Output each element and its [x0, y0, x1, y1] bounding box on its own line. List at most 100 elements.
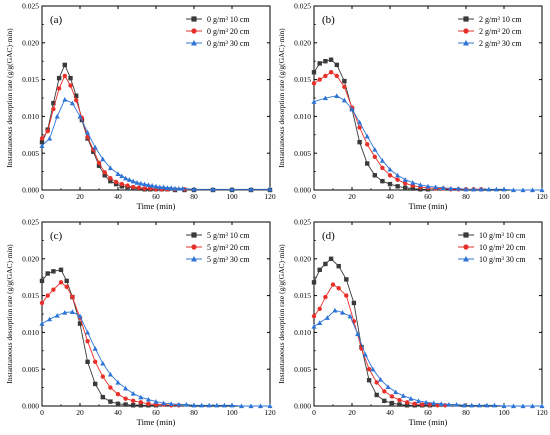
data-point: [153, 399, 159, 404]
data-point: [382, 389, 387, 394]
data-point: [130, 390, 136, 396]
data-point: [501, 186, 507, 192]
data-point: [125, 183, 130, 188]
data-point: [100, 394, 105, 400]
data-point: [113, 179, 119, 185]
data-point: [357, 119, 363, 125]
data-point: [385, 384, 391, 390]
data-point: [317, 61, 322, 66]
data-point: [68, 75, 73, 81]
data-point: [56, 86, 62, 91]
data-point: [395, 172, 401, 178]
data-point: [168, 185, 174, 190]
data-point: [100, 360, 106, 366]
data-point: [39, 300, 45, 306]
data-point: [123, 396, 128, 401]
legend-entry: 5 g/m³ 20 cm: [207, 243, 250, 252]
series: [39, 309, 273, 409]
y-tick-label: 0.000: [22, 186, 39, 195]
data-point: [161, 400, 167, 406]
data-point: [62, 96, 68, 102]
data-point: [102, 170, 107, 175]
data-point: [344, 293, 349, 298]
legend-entry: 2 g/m³ 30 cm: [479, 39, 522, 48]
data-point: [342, 84, 347, 90]
data-point: [440, 185, 446, 190]
data-point: [119, 181, 125, 187]
data-point: [68, 83, 73, 88]
y-tick-label: 0.005: [294, 149, 311, 158]
data-point: [377, 376, 384, 382]
data-point: [191, 244, 197, 250]
data-point: [136, 185, 142, 190]
data-point: [433, 184, 439, 190]
data-point: [455, 185, 461, 191]
data-point: [64, 284, 69, 289]
y-tick-label: 0.015: [22, 75, 39, 84]
data-point: [119, 173, 125, 179]
data-point: [145, 182, 151, 187]
data-point: [70, 294, 75, 300]
data-point: [108, 178, 113, 184]
x-axis-label: Time (min): [409, 201, 448, 211]
data-point: [461, 402, 467, 408]
data-point: [539, 187, 545, 193]
x-tick-label: 20: [76, 408, 84, 417]
data-point: [142, 186, 147, 191]
x-tick-label: 60: [424, 408, 432, 417]
data-point: [92, 346, 98, 351]
data-point: [191, 402, 197, 408]
data-point: [107, 165, 113, 171]
data-point: [317, 77, 322, 82]
series: [39, 96, 273, 192]
data-point: [164, 185, 170, 190]
x-tick-label: 120: [536, 192, 548, 201]
data-point: [463, 186, 469, 192]
data-point: [311, 99, 317, 104]
data-point: [529, 187, 536, 193]
data-point: [539, 403, 545, 409]
data-point: [51, 100, 56, 106]
x-tick-label: 60: [152, 192, 160, 201]
data-point: [529, 403, 536, 409]
data-point: [62, 309, 68, 315]
data-point: [64, 278, 69, 284]
data-point: [85, 329, 91, 335]
y-tick-label: 0.025: [294, 218, 311, 227]
y-tick-label: 0.000: [294, 402, 311, 411]
data-point: [420, 402, 425, 407]
panel-label: (d): [322, 230, 335, 242]
data-point: [149, 183, 155, 188]
data-point: [115, 171, 121, 176]
x-tick-label: 40: [386, 408, 394, 417]
data-point: [138, 180, 144, 186]
x-tick-label: 40: [114, 408, 122, 417]
data-point: [153, 183, 159, 189]
data-point: [113, 181, 119, 187]
y-tick-label: 0.025: [22, 218, 39, 227]
data-point: [131, 398, 136, 404]
data-point: [126, 177, 132, 182]
data-point: [248, 186, 254, 192]
x-tick-label: 0: [312, 408, 316, 417]
data-point: [323, 294, 328, 300]
legend: 10 g/m³ 10 cm 10 g/m³ 20 cm 10 g/m³ 30 cm: [458, 231, 526, 264]
data-point: [145, 396, 151, 402]
data-point: [415, 398, 422, 403]
x-tick-label: 80: [462, 192, 470, 201]
legend-entry: 10 g/m³ 30 cm: [479, 255, 526, 264]
data-point: [172, 185, 178, 191]
y-tick-label: 0.025: [22, 2, 39, 11]
data-point: [372, 154, 377, 160]
data-point: [130, 178, 136, 184]
data-point: [100, 156, 106, 162]
data-point: [199, 402, 205, 408]
y-tick-label: 0.020: [294, 38, 311, 47]
data-point: [180, 185, 186, 191]
data-point: [176, 185, 182, 191]
data-point: [364, 133, 370, 139]
data-point: [372, 173, 377, 178]
x-tick-label: 100: [226, 408, 238, 417]
y-axis-label: Instantaneous desorption rate (g/g(GAC)·…: [277, 244, 286, 384]
data-point: [85, 339, 90, 344]
